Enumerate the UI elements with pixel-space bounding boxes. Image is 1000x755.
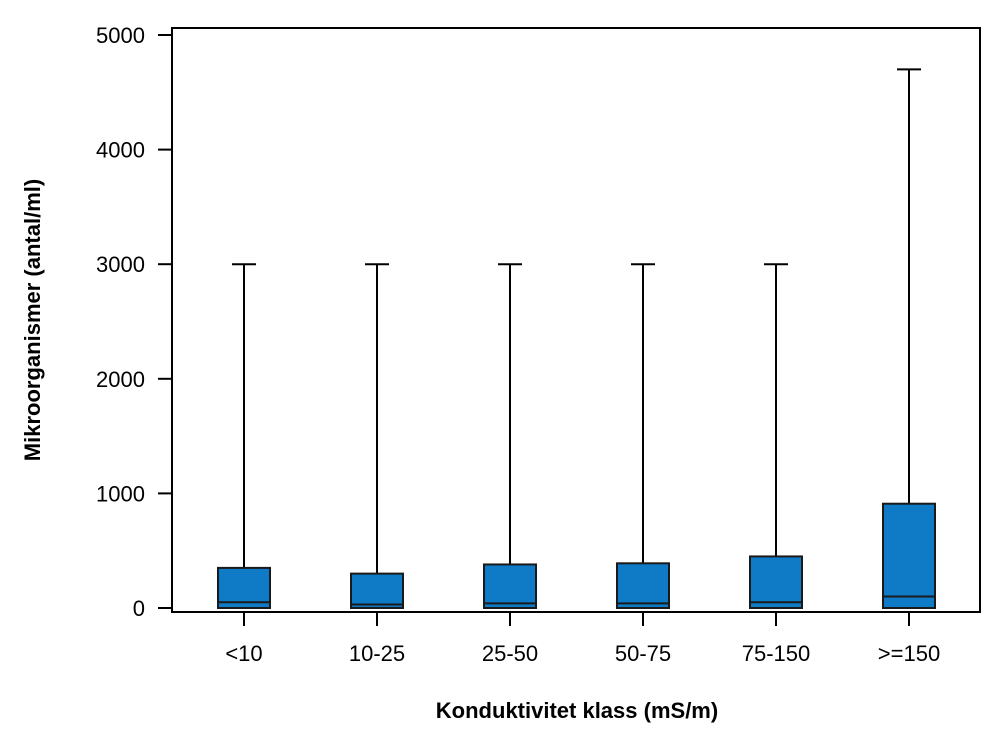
x-tick-label: 50-75 (615, 641, 671, 666)
box-iqr (350, 572, 404, 609)
x-tick-label: 25-50 (482, 641, 538, 666)
axes (158, 27, 981, 626)
x-tick-label: 10-25 (349, 641, 405, 666)
y-tick-label: 0 (133, 596, 145, 621)
x-tick-label: <10 (225, 641, 262, 666)
box-series (217, 68, 936, 610)
y-axis-title: Mikroorganismer (antal/ml) (20, 179, 45, 461)
labels: 0 1000 2000 3000 4000 5000 <10 10-25 25-50 50-75 7… (96, 23, 940, 666)
y-tick-label: 5000 (96, 23, 145, 48)
x-tick-label: >=150 (878, 641, 940, 666)
box-4 (616, 263, 670, 610)
x-tick-label: 75-150 (742, 641, 811, 666)
plot-frame (171, 27, 981, 613)
box-iqr (483, 563, 537, 610)
x-axis-title: Konduktivitet klass (mS/m) (436, 698, 718, 723)
box-2 (350, 263, 404, 609)
box-5 (749, 263, 803, 609)
y-tick-label: 4000 (96, 138, 145, 163)
y-tick-label: 1000 (96, 481, 145, 506)
box-iqr (616, 562, 670, 610)
box-iqr (749, 555, 803, 609)
box-1 (217, 263, 271, 610)
box-iqr (882, 502, 936, 609)
box-6 (882, 68, 936, 609)
y-tick-label: 2000 (96, 367, 145, 392)
box-3 (483, 263, 537, 610)
y-tick-label: 3000 (96, 252, 145, 277)
